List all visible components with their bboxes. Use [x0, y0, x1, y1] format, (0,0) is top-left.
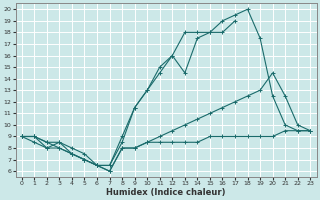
X-axis label: Humidex (Indice chaleur): Humidex (Indice chaleur) — [106, 188, 226, 197]
